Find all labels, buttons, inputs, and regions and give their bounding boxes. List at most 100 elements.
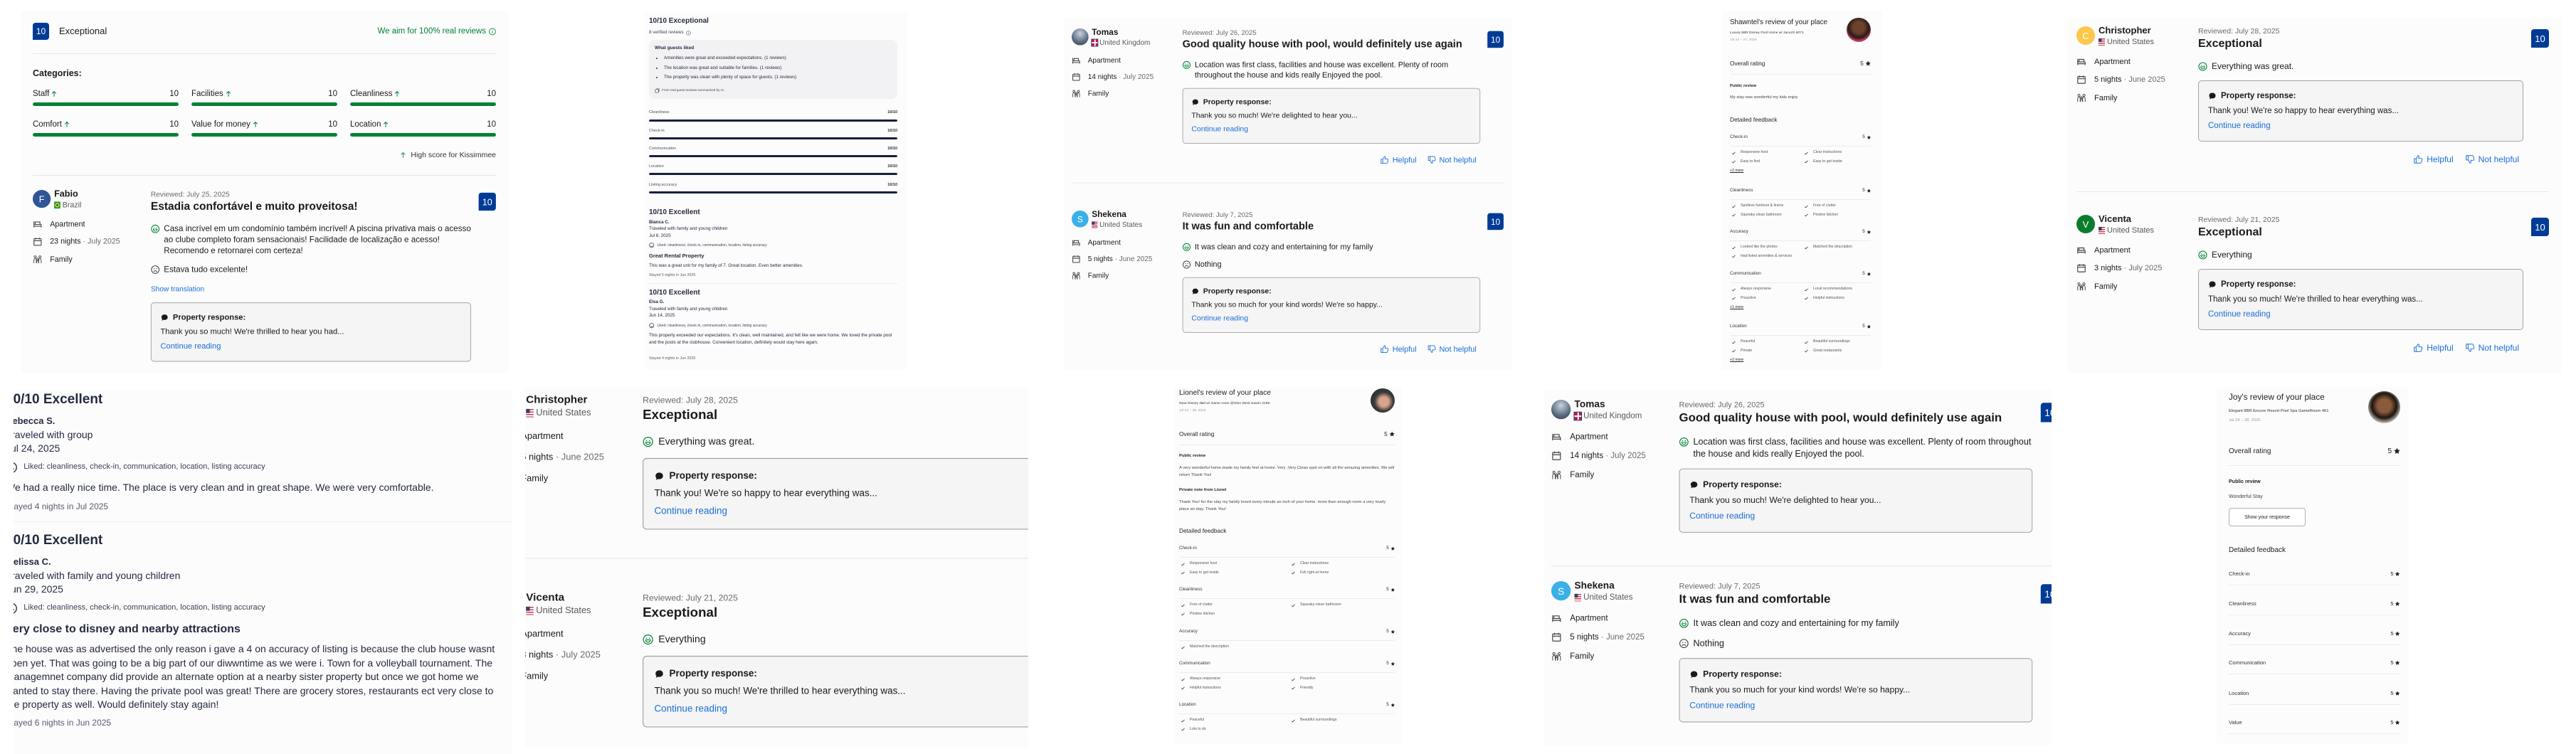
bed-icon <box>1551 432 1562 442</box>
liked-body: Location was first class, facilities and… <box>1693 436 2032 459</box>
continue-reading-link[interactable]: Continue reading <box>1689 511 1756 521</box>
property-response-label: Property response: <box>2221 280 2296 289</box>
stay-length: 5 nightsJune 2025 <box>1551 632 1645 642</box>
family-icon <box>2076 93 2086 103</box>
nights: 5 nights <box>1570 632 1599 642</box>
traveler-type: Traveled with family and young children <box>14 569 181 581</box>
category-score: 10 <box>328 120 337 129</box>
traveler-type-label: Family <box>1087 90 1109 98</box>
overall-rating-label: Overall rating <box>1179 430 1215 437</box>
room-type: Apartment <box>33 220 85 230</box>
feedback-tag: Beautiful surroundings <box>1291 718 1337 723</box>
not-helpful-button[interactable]: Not helpful <box>1427 154 1477 166</box>
rating-value: 5 <box>1862 228 1865 234</box>
continue-reading-link[interactable]: Continue reading <box>654 703 727 714</box>
feedback-tag: Clear instructions <box>1291 561 1329 566</box>
continue-reading-link[interactable]: Continue reading <box>1191 125 1249 134</box>
rating-score: 10/10 <box>887 164 897 169</box>
star-icon <box>1867 324 1871 329</box>
helpful-button[interactable]: Helpful <box>1380 154 1417 166</box>
feedback-category-name: Communication <box>1730 270 1761 276</box>
room-type-label: Apartment <box>525 431 564 442</box>
traveler-type-label: Family <box>525 671 549 682</box>
reviewer-country: United States <box>2099 37 2154 47</box>
feedback-tag: Private <box>1731 349 1752 354</box>
calendar-icon <box>1551 632 1562 642</box>
feedback-tag: Free of clutter <box>1804 203 1836 208</box>
property-response: Property response: Thank you! We're so ha… <box>643 457 1028 530</box>
not-helpful-button[interactable]: Not helpful <box>2465 153 2519 166</box>
rating-score: 10/10 <box>887 147 897 152</box>
feedback-tag-label: Free of clutter <box>1189 602 1213 607</box>
family-icon <box>33 255 43 265</box>
feedback-category-name: Communication <box>1179 660 1210 666</box>
stay-length-label: 23 nightsJuly 2025 <box>50 237 120 247</box>
helpful-button[interactable]: Helpful <box>2413 153 2454 166</box>
verified-count: 8 verified reviews <box>649 30 684 35</box>
ai-note: From real guest reviews summarized by AI… <box>655 87 724 93</box>
category-bar <box>350 133 496 137</box>
stay-length: 14 nightsJuly 2025 <box>1551 450 1646 461</box>
continue-reading-link[interactable]: Continue reading <box>1689 701 1756 711</box>
continue-reading-link[interactable]: Continue reading <box>1191 314 1249 323</box>
reviewer-name: Tomas <box>1574 398 1605 410</box>
rating-bar <box>649 173 897 176</box>
review-date: Reviewed: July 7, 2025 <box>1679 582 1761 591</box>
check-icon <box>1291 562 1296 567</box>
bar-fill <box>33 133 179 137</box>
feedback-tag-label: Pristine kitchen <box>1189 611 1215 616</box>
helpfulness-buttons: Helpful Not helpful <box>2198 153 2523 166</box>
feedback-tag-label: Responsive host <box>1189 561 1218 566</box>
more-tags-link[interactable]: +2 more <box>1730 357 1744 362</box>
chat-bubble-icon <box>1689 670 1699 679</box>
bed-icon <box>33 220 43 230</box>
divider <box>2076 191 2549 192</box>
real-reviews-note[interactable]: We aim for 100% real reviews <box>377 26 496 37</box>
helpful-button[interactable]: Helpful <box>2413 341 2454 354</box>
feedback-category-rating: 5 <box>1386 661 1395 667</box>
rating-value: 5 <box>2390 600 2394 607</box>
detailed-feedback-label: Detailed feedback <box>2229 546 2286 554</box>
booking-reviews-panel-3: C Christopher United States Apartment 5 nigh… <box>2067 18 2562 373</box>
family-icon <box>1072 272 1081 281</box>
bed-icon <box>2076 245 2086 255</box>
thumbs-down-icon <box>1427 155 1436 164</box>
check-icon <box>1731 204 1736 209</box>
continue-reading-link[interactable]: Continue reading <box>2208 310 2271 319</box>
more-tags-link[interactable]: +1 more <box>1730 304 1744 309</box>
room-type-label: Apartment <box>2094 58 2131 66</box>
not-helpful-button[interactable]: Not helpful <box>2465 341 2519 354</box>
more-tags-link[interactable]: +2 more <box>1730 168 1744 173</box>
show-translation-link[interactable]: Show translation <box>150 285 205 294</box>
helpful-button[interactable]: Helpful <box>1380 344 1417 355</box>
traveler-type: Family <box>525 671 548 682</box>
continue-reading-link[interactable]: Continue reading <box>654 506 727 516</box>
reviewer-country: United States <box>2099 225 2154 235</box>
helpfulness-buttons: Helpful Not helpful <box>1183 154 1481 166</box>
not-helpful-button[interactable]: Not helpful <box>1427 344 1477 355</box>
check-icon <box>1804 213 1809 218</box>
show-response-button[interactable]: Show your response <box>2229 508 2306 526</box>
check-icon <box>1804 159 1809 164</box>
traveler-type: Family <box>33 255 73 265</box>
public-review-label: Public review <box>2229 479 2261 485</box>
check-icon <box>1181 677 1186 682</box>
listing-name: Near Disney 4Bd w/ Game room @Glen West … <box>1179 401 1270 405</box>
continue-reading-link[interactable]: Continue reading <box>160 342 221 351</box>
liked-categories: Liked: cleanliness, check-in, communicat… <box>14 602 265 615</box>
continue-reading-link[interactable]: Continue reading <box>2208 122 2271 130</box>
rating-value: 5 <box>1862 323 1865 329</box>
check-icon <box>1804 340 1809 345</box>
guest-avatar <box>2368 391 2400 423</box>
feedback-category-rating: 5 <box>1862 324 1871 329</box>
divider <box>1179 598 1395 599</box>
reviewer-name: Rebecca S. <box>14 415 56 426</box>
reviewer-avatar: V <box>2076 215 2095 233</box>
reviewer-name: Elsa G. <box>649 299 665 304</box>
nights: 5 nights <box>525 452 554 462</box>
flag-icon <box>54 201 60 209</box>
feedback-tag-label: Beautiful surroundings <box>1299 718 1337 723</box>
property-response-text: Thank you so much! We're thrilled to hea… <box>2208 295 2423 304</box>
review-content: Reviewed: July 7, 2025 It was fun and com… <box>1679 581 2033 723</box>
room-type: Apartment <box>1072 56 1121 65</box>
